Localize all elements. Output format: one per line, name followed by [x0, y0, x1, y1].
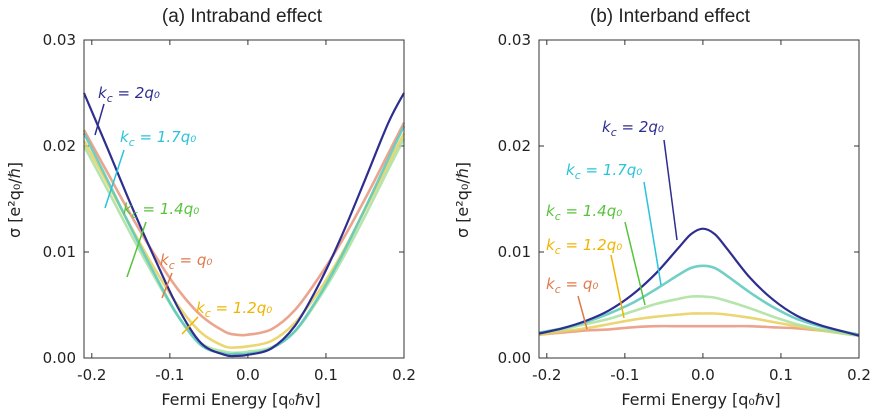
- x-tick-label: -0.2: [77, 366, 106, 384]
- annotation-leader: [126, 221, 147, 278]
- series-line-2: [538, 312, 860, 337]
- x-tick-label: -0.1: [610, 366, 639, 384]
- x-tick-label: 0.1: [314, 366, 338, 384]
- annotation-label: kc = 1.4q₀: [546, 202, 622, 223]
- annotation-leader: [104, 149, 125, 209]
- x-tick-label: -0.1: [155, 366, 184, 384]
- y-tick-label: 0.02: [43, 137, 76, 155]
- x-tick-label: 0.0: [691, 366, 715, 384]
- panel-a-ylabel: σ [e²q₀/ℏ]: [5, 162, 24, 238]
- x-tick-label: 0.2: [392, 366, 416, 384]
- annotation-label: kc = q₀: [160, 251, 212, 272]
- annotation-leader: [181, 316, 199, 335]
- annotation-label: kc = q₀: [546, 275, 598, 296]
- panel-b-xlabel: Fermi Energy [q₀ℏv]: [621, 390, 780, 409]
- annotation-label: kc = 1.2q₀: [196, 299, 272, 320]
- annotation-leader: [94, 103, 105, 136]
- y-tick-label: 0.02: [498, 137, 531, 155]
- panel-b-ylabel: σ [e²q₀/ℏ]: [453, 162, 472, 238]
- annotation-leader: [643, 181, 662, 286]
- panel-intraband: (a) Intraband effect σ [e²q₀/ℏ] Fermi En…: [5, 6, 416, 409]
- y-tick-label: 0.01: [498, 243, 531, 261]
- annotation-label: kc = 1.4q₀: [123, 200, 199, 221]
- y-tick-label: 0.01: [43, 243, 76, 261]
- x-tick-label: 0.1: [769, 366, 793, 384]
- panel-a-frame: [83, 39, 405, 359]
- series-line-4: [538, 264, 860, 336]
- annotation-label: kc = 2q₀: [98, 84, 160, 105]
- annotation-label: kc = 1.7q₀: [120, 128, 196, 149]
- y-tick-label: 0.03: [43, 31, 76, 49]
- panel-a-xlabel: Fermi Energy [q₀ℏv]: [161, 390, 320, 409]
- panel-b-title: (b) Interband effect: [590, 6, 751, 27]
- annotation-leader: [161, 272, 173, 299]
- panel-interband: (b) Interband effect σ [e²q₀/ℏ] Fermi En…: [453, 6, 871, 409]
- x-tick-label: 0.0: [236, 366, 260, 384]
- series-line-5: [538, 227, 860, 337]
- x-tick-label: -0.2: [532, 366, 561, 384]
- y-tick-label: 0.03: [498, 31, 531, 49]
- annotation-leader: [577, 295, 588, 330]
- x-tick-label: 0.2: [847, 366, 871, 384]
- series-line-1: [82, 122, 406, 337]
- panel-b-frame: [538, 39, 860, 359]
- panel-a-title: (a) Intraband effect: [162, 6, 323, 27]
- annotation-leader: [610, 254, 625, 319]
- series-line-1: [538, 324, 860, 336]
- annotation-label: kc = 1.7q₀: [566, 161, 642, 182]
- annotation-leader: [663, 139, 678, 241]
- series-line-3: [538, 295, 860, 337]
- series-line-4: [82, 125, 406, 356]
- series-line-3: [82, 138, 406, 355]
- annotation-leader: [624, 221, 646, 306]
- y-tick-label: 0.00: [43, 349, 76, 367]
- annotation-label: kc = 2q₀: [602, 118, 664, 139]
- y-tick-label: 0.00: [498, 349, 531, 367]
- annotation-label: kc = 1.2q₀: [546, 236, 622, 257]
